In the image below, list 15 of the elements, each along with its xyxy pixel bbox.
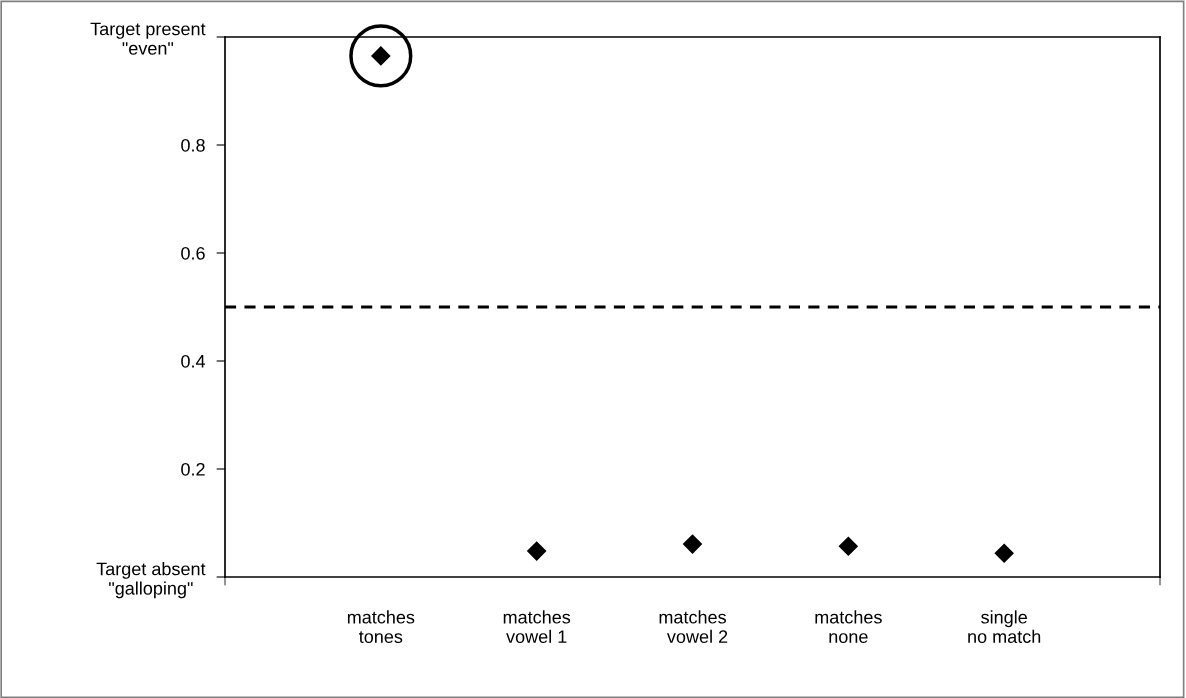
y-tick-label: 0.8 (181, 138, 205, 152)
x-tick-label: matches vowel 1 (503, 610, 571, 644)
x-tick-label: matches tones (347, 610, 415, 644)
y-tick-label: Target absent "galloping" (96, 562, 206, 599)
point (838, 536, 858, 556)
point (682, 534, 703, 554)
point (527, 541, 547, 561)
y-tick-label: Target present "even" (90, 22, 206, 55)
y-tick-label: 0.4 (181, 354, 206, 368)
point (994, 543, 1014, 563)
y-tick-label: 0.2 (181, 462, 205, 476)
x-tick-label: single no match (968, 610, 1041, 644)
y-tick-label: 0.6 (181, 246, 205, 260)
x-tick-label: matches vowel 2 (659, 610, 728, 644)
x-tick-label: matches none (815, 610, 882, 644)
